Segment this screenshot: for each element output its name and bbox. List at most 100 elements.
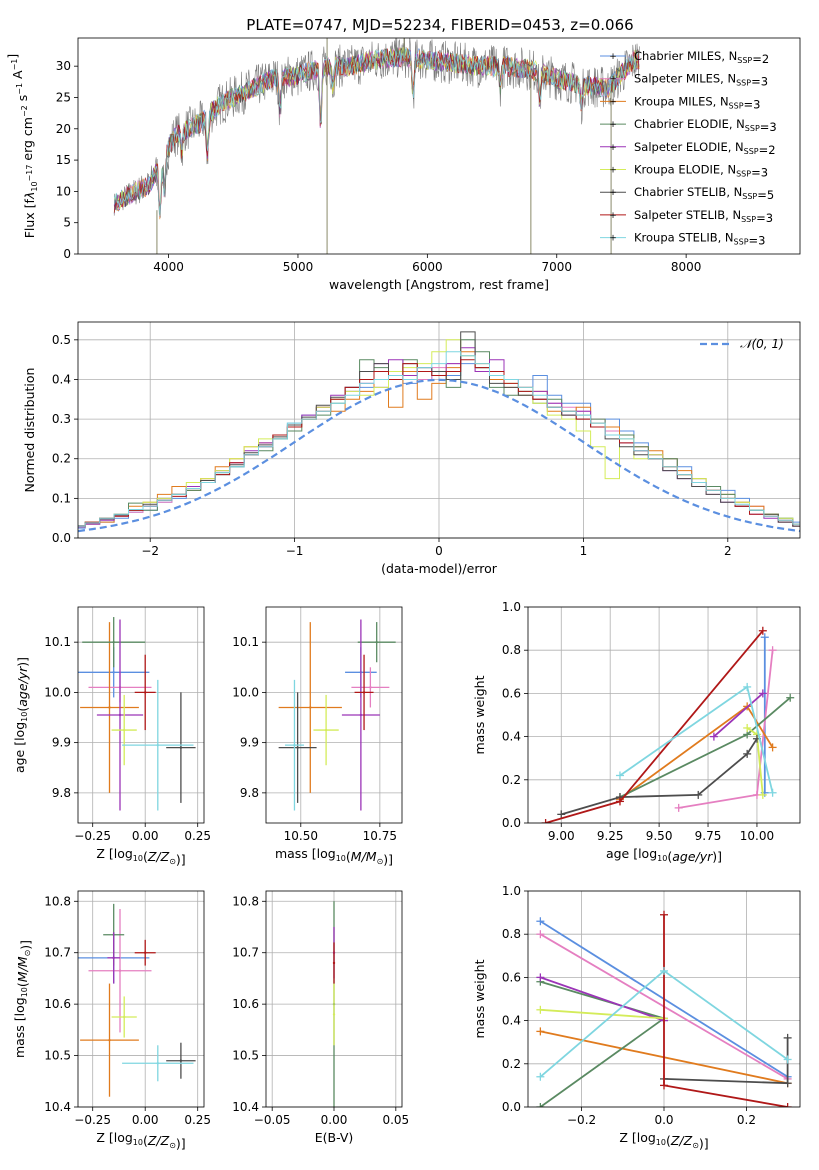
x-tick-label: 2 (724, 544, 732, 558)
y-tick-label: 25 (56, 90, 71, 104)
y-axis-label-part: erg cm (20, 117, 35, 165)
data-point (296, 746, 299, 749)
x-tick-label: −0.05 (254, 1113, 291, 1127)
x-tick-label: 0.00 (132, 1113, 159, 1127)
legend-label: Chabrier STELIB, NSSP=5 (634, 185, 774, 202)
y-axis-label-part: )] (18, 940, 33, 950)
y-tick-label: 1.0 (502, 600, 521, 614)
plot-area (78, 617, 196, 811)
y-tick-label: 10.0 (44, 685, 71, 699)
y-axis-label-part: mass [log (12, 997, 27, 1058)
x-tick-label: 6000 (412, 260, 443, 274)
x-axis-label: E(B-V) (315, 1130, 354, 1145)
x-axis-label-part: Z [log (619, 1130, 655, 1145)
histogram-salpeter-elodie (78, 347, 800, 528)
data-point (332, 1013, 336, 1016)
y-tick-label: 9.9 (240, 736, 259, 750)
legend-label: Chabrier ELODIE, NSSP=3 (634, 117, 777, 134)
histogram-salpeter-stelib (78, 359, 800, 527)
legend-label: Chabrier MILES, NSSP=2 (634, 49, 769, 66)
x-axis-label-part: Z/Z (670, 1133, 693, 1148)
y-tick-label: 1.0 (502, 884, 521, 898)
data-point (112, 671, 115, 674)
y-tick-label: 0.6 (502, 970, 521, 984)
x-tick-label: −1 (286, 544, 304, 558)
x-axis-label-part: Z [log (96, 1130, 132, 1145)
legend-label: Kroupa ELODIE, NSSP=3 (634, 163, 768, 180)
legend-label: Salpeter MILES, NSSP=3 (634, 72, 768, 89)
x-axis-label: Z [log10(Z/Z⊙)] (96, 846, 185, 867)
x-tick-label: 0 (435, 544, 443, 558)
y-tick-label: 0.6 (502, 686, 521, 700)
legend-label-part: =3 (751, 166, 768, 180)
x-axis-label-part: ⊙ (377, 857, 384, 866)
y-axis-label-part: s (15, 95, 30, 106)
legend-label-part: SSP (736, 79, 751, 88)
panel-age-vs-mass: 10.50 10.75 9.8 9.9 10.0 10.1 mass [log10(M/M⊙… (232, 606, 403, 867)
y-axis-label-part: 10 (20, 712, 29, 722)
x-tick-label: 9.75 (695, 829, 722, 843)
y-axis-label: mass [log10(M/M⊙)] (12, 940, 33, 1058)
x-tick-label: 0.25 (184, 829, 211, 843)
legend-label-part: Kroupa MILES, N (634, 94, 729, 108)
axes-frame (77, 606, 205, 824)
y-axis-label-part: ( (15, 707, 30, 712)
x-axis-label: Z [log10(Z/Z⊙)] (619, 1130, 708, 1151)
x-tick-label: 10.75 (363, 829, 397, 843)
x-axis-label-part: ( (667, 849, 672, 864)
legend-label-part: SSP (737, 56, 752, 65)
legend-label-part: =3 (749, 234, 766, 248)
y-tick-label: 9.9 (52, 736, 71, 750)
x-axis-label-part: M/M (351, 849, 377, 864)
y-tick-label: 10.7 (44, 946, 71, 960)
y-axis-label-part: M/M (15, 956, 30, 982)
panel-weight-vs-z: −0.2 0.0 0.2 0.0 0.2 0.4 0.6 0.8 1.0 Z [log10(Z/Z… (472, 884, 801, 1151)
data-point (332, 961, 336, 965)
y-tick-label: 0.2 (502, 1057, 521, 1071)
x-tick-label: −0.25 (74, 1113, 111, 1127)
observed-spectrum (113, 38, 640, 218)
weight-line-salpeter-elodie (713, 692, 764, 738)
x-axis-label-part: )] (383, 852, 393, 867)
x-axis-label-part: )] (712, 849, 722, 864)
legend-label: Salpeter ELODIE, NSSP=2 (634, 140, 776, 157)
legend-label-part: SSP (745, 124, 760, 133)
y-axis-label: mass weight (472, 959, 487, 1038)
y-axis-label-part: −1 (10, 59, 19, 71)
x-tick-label: 0.25 (184, 1113, 211, 1127)
histogram-kroupa-elodie (78, 339, 800, 527)
model-spectrum-kroupa-stelib (113, 48, 640, 216)
legend-marker: + (609, 211, 617, 221)
plot-area (536, 910, 792, 1107)
x-tick-label: 9.00 (548, 829, 575, 843)
data-point (118, 713, 122, 717)
y-tick-label: 0.4 (502, 1014, 521, 1028)
x-tick-label: 4000 (153, 260, 184, 274)
spectrum-legend: + Chabrier MILES, NSSP=2 + Salpeter MILES, … (600, 49, 777, 248)
legend-label-part: =3 (744, 97, 761, 111)
x-axis-label: (data-model)/error (381, 561, 498, 576)
legend-marker: + (609, 120, 617, 130)
data-point (309, 706, 312, 709)
x-axis-label-part: ( (666, 1133, 671, 1148)
y-tick-label: 10.5 (44, 1049, 71, 1063)
x-axis-label-part: ⊙ (169, 1141, 176, 1150)
axes-frame (265, 890, 403, 1108)
legend-label-part: Chabrier MILES, N (634, 49, 737, 63)
axes-frame (527, 606, 801, 824)
x-axis-label-part: mass [log (275, 846, 336, 861)
weight-line-kroupa-elodie (540, 1008, 665, 1020)
legend-label-part: Salpeter ELODIE, N (634, 140, 744, 154)
y-tick-label: 10.5 (232, 1049, 259, 1063)
y-tick-label: 30 (56, 59, 71, 73)
x-tick-label: 8000 (671, 260, 702, 274)
x-axis-label-part: 10 (133, 854, 143, 863)
x-tick-label: −0.2 (567, 1113, 596, 1127)
x-tick-label: −0.25 (74, 829, 111, 843)
x-tick-label: 9.25 (597, 829, 624, 843)
legend-label-part: SSP (729, 101, 744, 110)
legend-label-part: =5 (757, 188, 774, 202)
data-point (179, 1059, 183, 1062)
y-tick-label: 0.4 (52, 372, 71, 386)
legend-marker: + (609, 188, 617, 198)
